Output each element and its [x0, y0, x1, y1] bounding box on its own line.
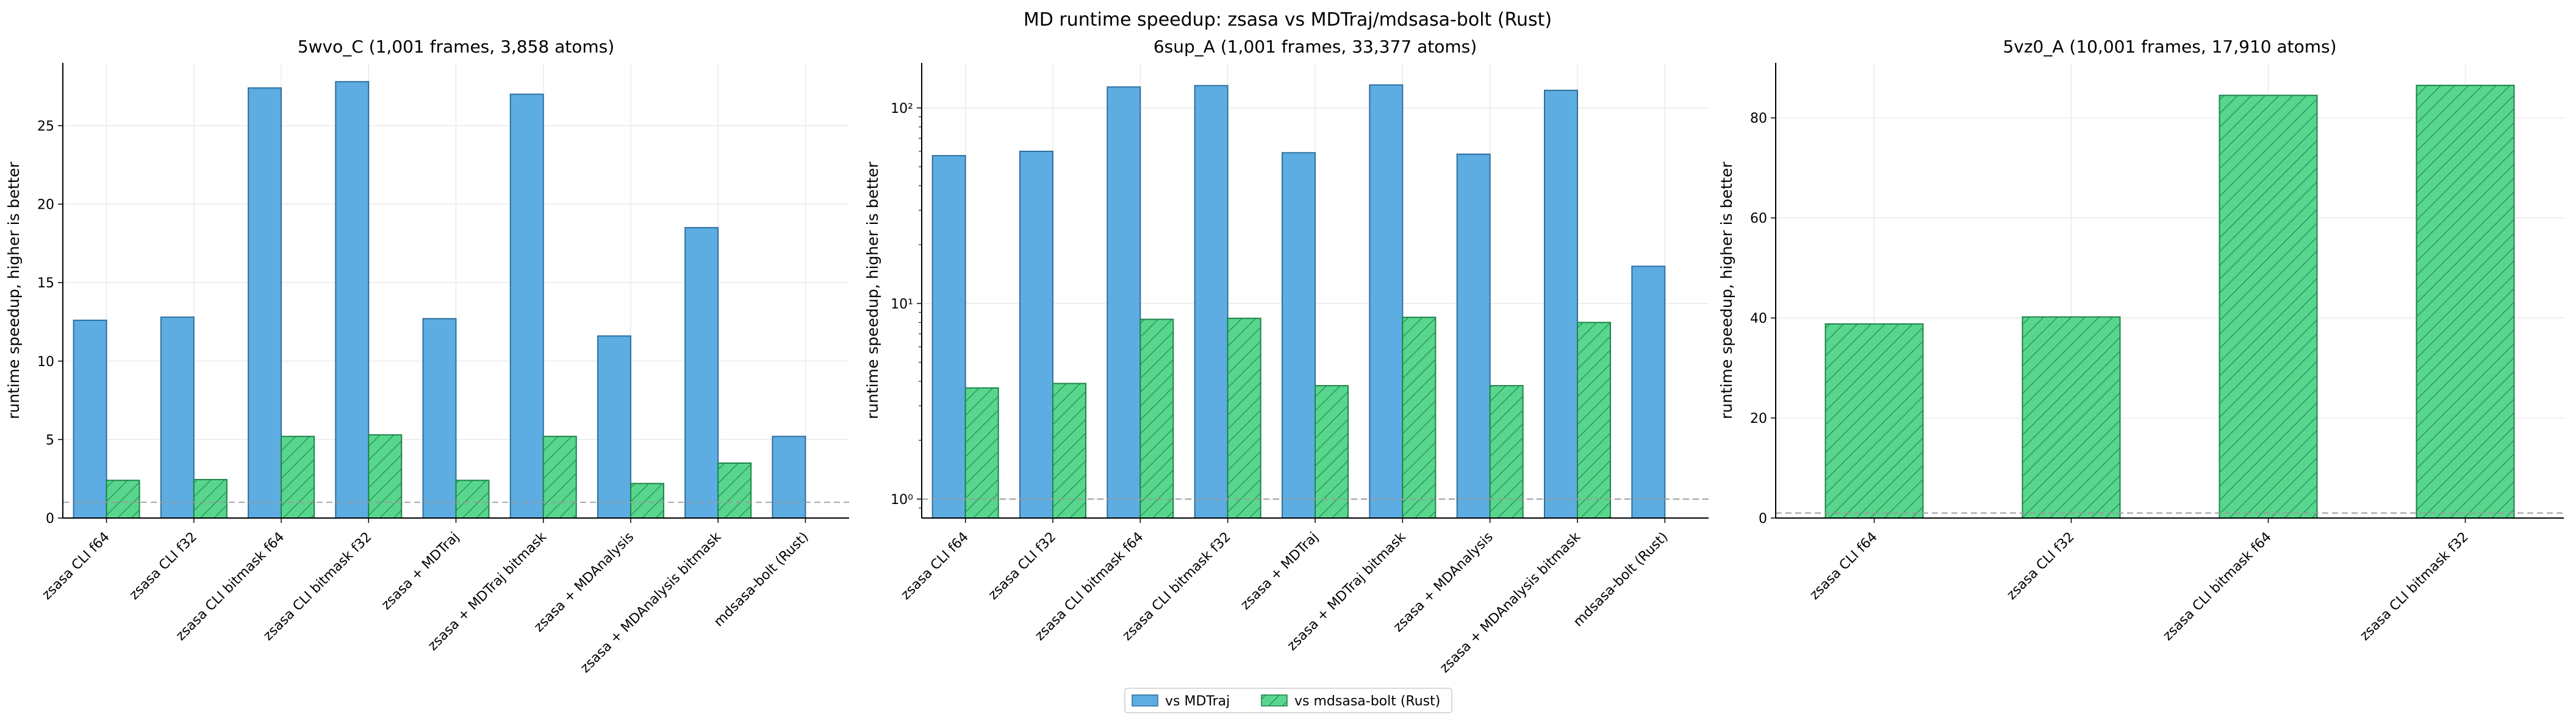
bar-hatch-mdsasa-1 [1825, 323, 1923, 518]
y-tick-label: 10 [37, 355, 54, 370]
y-tick-label: 0 [46, 511, 54, 527]
bar-hatch-mdsasa-8 [1577, 322, 1610, 518]
bar-hatch-mdsasa-3 [281, 436, 315, 518]
bar-mdtraj-4 [335, 81, 370, 519]
panel-title: 5wvo_C (1,001 frames, 3,858 atoms) [298, 37, 614, 57]
x-tick-label: zsasa + MDAnalysis [1391, 530, 1496, 635]
bar-mdtraj-1 [73, 319, 107, 519]
y-tick-label: 60 [1750, 211, 1767, 226]
bar-hatch-mdsasa-1 [106, 480, 140, 518]
y-tick-label: 0 [1759, 511, 1767, 527]
bar-hatch-mdsasa-6 [1402, 317, 1436, 518]
x-tick-label: mdsasa-bolt (Rust) [711, 530, 812, 630]
bar-mdtraj-5 [422, 318, 457, 519]
bar-hatch-mdsasa-4 [1227, 318, 1261, 518]
y-tick-label: 15 [37, 276, 54, 291]
bar-mdtraj-3 [1107, 86, 1141, 519]
x-tick-label: zsasa + MDAnalysis [531, 530, 637, 635]
bar-hatch-mdsasa-7 [1490, 386, 1523, 518]
bar-mdtraj-7 [597, 335, 631, 519]
bar-mdtraj-4 [1194, 85, 1229, 519]
x-tick-label: mdsasa-bolt (Rust) [1571, 530, 1671, 630]
legend: vs MDTraj vs mdsasa-bolt (Rust) [1124, 688, 1452, 713]
x-tick-label: zsasa + MDTraj [379, 530, 462, 613]
bar-hatch-mdsasa-3 [1140, 319, 1174, 518]
bar-hatch-mdsasa-5 [1315, 386, 1348, 518]
bar-mdtraj-2 [160, 316, 195, 519]
x-tick-label: zsasa + MDAnalysis bitmask [578, 529, 724, 675]
bar-hatch-mdsasa-1 [965, 387, 999, 518]
y-tick-label: 10¹ [891, 297, 913, 312]
bar-hatch-mdsasa-7 [630, 483, 664, 518]
x-tick-label: zsasa CLI bitmask f64 [2160, 530, 2274, 644]
bar-hatch-mdsasa-3 [2219, 95, 2317, 519]
x-tick-label: zsasa CLI f32 [127, 530, 200, 603]
panel-title: 5vz0_A (10,001 frames, 17,910 atoms) [2003, 37, 2336, 57]
x-tick-label: zsasa + MDAnalysis bitmask [1437, 529, 1584, 675]
bar-mdtraj-3 [248, 87, 282, 519]
panel-2: 10⁰ 10¹ 10² zsasa CLI f64 zsasa CLI f32 zsasa… [864, 37, 1709, 676]
bar-mdtraj-9 [772, 436, 806, 519]
y-tick-label: 25 [37, 119, 54, 134]
bar-hatch-mdsasa-8 [718, 463, 752, 518]
x-tick-label: zsasa CLI f64 [39, 530, 112, 603]
y-tick-label: 5 [46, 433, 54, 448]
x-tick-label: zsasa CLI f64 [1807, 530, 1880, 603]
bar-mdtraj-9 [1631, 265, 1666, 519]
bar-mdtraj-8 [684, 227, 719, 519]
x-tick-label: zsasa + MDTraj [1238, 530, 1321, 613]
bar-mdtraj-1 [931, 155, 966, 519]
bar-hatch-mdsasa-5 [456, 480, 489, 518]
x-tick-label: zsasa CLI f32 [986, 530, 1059, 603]
panel-3: 0 20 40 60 80 zsasa CLI f64 zsasa CLI f32 zsasa… [1718, 37, 2564, 644]
y-axis-label: runtime speedup, higher is better [1718, 161, 1735, 419]
y-tick-label: 10² [891, 101, 913, 117]
y-tick-label: 20 [37, 198, 54, 213]
legend-swatch-mdsasa-hatch [1261, 695, 1287, 706]
y-axis-label: runtime speedup, higher is better [864, 161, 881, 419]
bar-hatch-mdsasa-4 [368, 434, 402, 518]
panel-title: 6sup_A (1,001 frames, 33,377 atoms) [1153, 37, 1477, 57]
y-axis-label: runtime speedup, higher is better [5, 161, 23, 419]
panel-1: 0 5 10 15 20 25 zsasa CLI f64 zsasa CLI f32 zsas… [5, 37, 849, 676]
bar-hatch-mdsasa-4 [2416, 85, 2514, 518]
y-tick-label: 10⁰ [891, 492, 913, 508]
bar-mdtraj-8 [1544, 90, 1578, 519]
x-tick-label: zsasa CLI f32 [2004, 530, 2077, 603]
figure-title: MD runtime speedup: zsasa vs MDTraj/mdsa… [1024, 9, 1552, 31]
bar-mdtraj-6 [509, 93, 544, 519]
y-tick-label: 40 [1750, 311, 1767, 326]
bar-hatch-mdsasa-2 [2022, 317, 2120, 518]
bar-hatch-mdsasa-2 [1053, 383, 1086, 518]
legend-swatch-mdtraj [1132, 694, 1158, 707]
bar-mdtraj-7 [1456, 153, 1491, 519]
x-tick-label: zsasa CLI bitmask f32 [2357, 530, 2471, 644]
y-tick-label: 80 [1750, 111, 1767, 126]
bar-mdtraj-6 [1369, 84, 1404, 519]
y-tick-label: 20 [1750, 411, 1767, 427]
legend-label-mdtraj: vs MDTraj [1165, 694, 1230, 709]
x-tick-label: zsasa CLI f64 [899, 530, 972, 603]
legend-frame [1124, 688, 1452, 713]
bar-mdtraj-2 [1019, 150, 1053, 519]
legend-label-mdsasa: vs mdsasa-bolt (Rust) [1294, 694, 1440, 709]
bar-hatch-mdsasa-6 [543, 436, 576, 518]
bar-mdtraj-5 [1282, 152, 1316, 519]
bar-hatch-mdsasa-2 [193, 479, 227, 518]
